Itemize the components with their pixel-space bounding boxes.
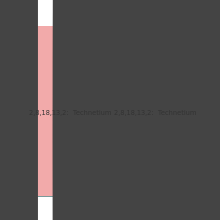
- Text: 2,8,18,13,2:  Technetium: 2,8,18,13,2: Technetium: [29, 110, 112, 116]
- Text: 2,8,18,13,2:  Technetium: 2,8,18,13,2: Technetium: [114, 110, 196, 116]
